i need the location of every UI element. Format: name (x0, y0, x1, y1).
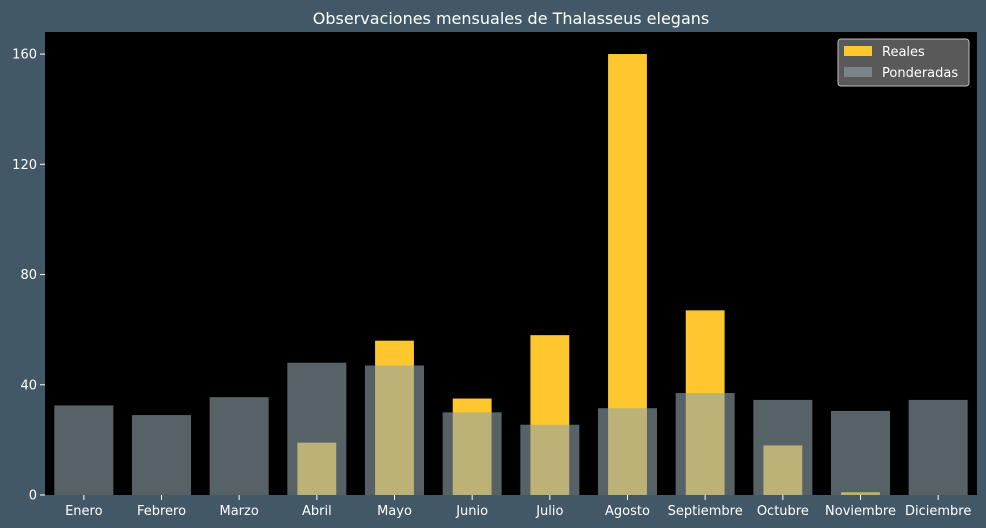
x-tick-label: Agosto (605, 504, 650, 519)
legend-label-ponderadas: Ponderadas (882, 66, 958, 81)
x-tick-label: Enero (65, 504, 103, 519)
x-tick-label: Septiembre (668, 504, 743, 519)
bar-ponderadas-julio (520, 424, 580, 495)
y-tick-label: 120 (12, 158, 37, 173)
bar-ponderadas-junio (442, 412, 502, 495)
legend: Reales Ponderadas (837, 38, 970, 87)
bar-ponderadas-noviembre (830, 410, 891, 495)
bar-ponderadas-septiembre (675, 393, 735, 495)
y-axis: 0 40 80 120 160 (12, 48, 45, 504)
bar-ponderadas-enero (54, 405, 114, 495)
x-axis: Enero Febrero Marzo Abril Mayo Junio Julio Agos… (65, 495, 971, 519)
x-tick-label: Marzo (220, 504, 259, 519)
y-tick-label: 0 (29, 489, 37, 504)
x-tick-label: Febrero (137, 504, 186, 519)
y-tick-label: 160 (12, 48, 37, 63)
legend-label-reales: Reales (882, 45, 925, 60)
y-tick-label: 40 (20, 378, 37, 393)
chart-title: Observaciones mensuales de Thalasseus el… (313, 9, 709, 28)
x-tick-label: Julio (535, 504, 563, 519)
x-tick-label: Mayo (377, 504, 412, 519)
bar-ponderadas-octubre (753, 399, 813, 495)
x-tick-label: Octubre (757, 504, 809, 519)
x-tick-label: Abril (302, 504, 332, 519)
x-tick-label: Diciembre (905, 504, 971, 519)
x-tick-label: Noviembre (825, 504, 896, 519)
legend-swatch-ponderadas (844, 67, 872, 77)
bar-ponderadas-marzo (209, 397, 269, 495)
x-tick-label: Junio (455, 504, 488, 519)
bar-ponderadas-febrero (131, 415, 192, 495)
legend-swatch-reales (844, 46, 872, 56)
bar-ponderadas-abril (287, 362, 347, 495)
plot-area (45, 32, 977, 495)
bar-ponderadas-diciembre (908, 399, 968, 495)
bar-ponderadas-mayo (364, 365, 425, 495)
y-tick-label: 80 (20, 268, 37, 283)
series-ponderadas (54, 362, 968, 495)
bar-ponderadas-agosto (597, 408, 658, 495)
